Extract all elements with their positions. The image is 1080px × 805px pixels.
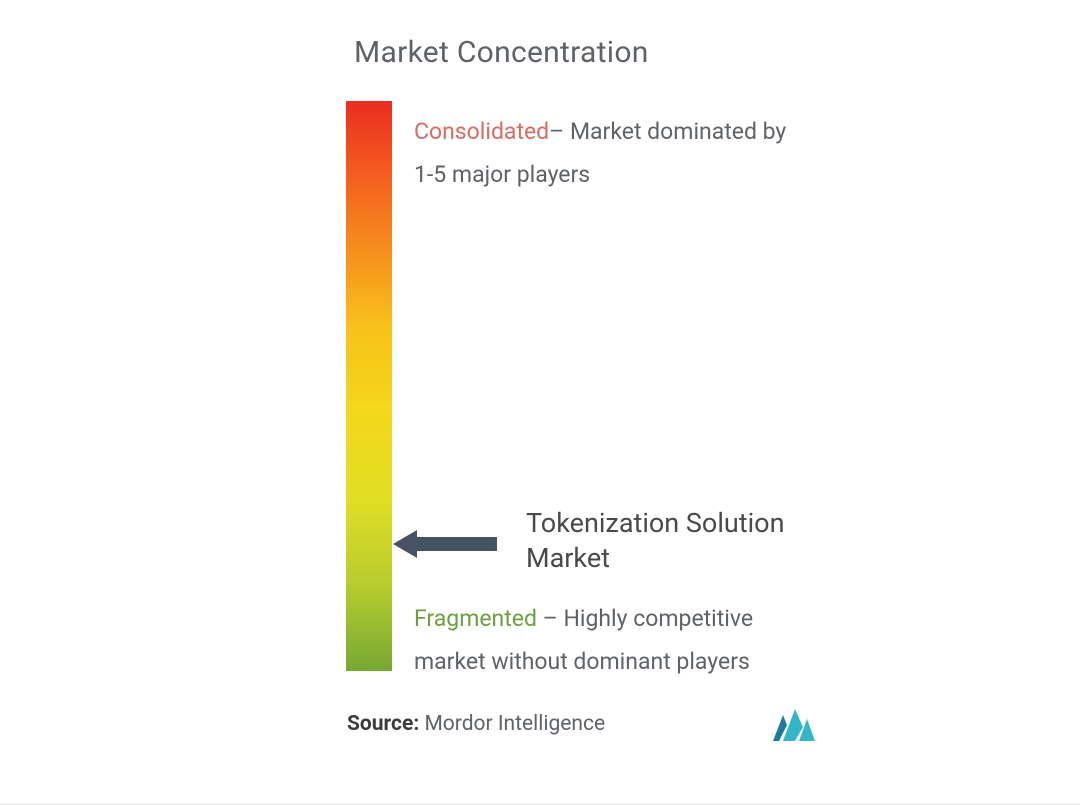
source-line: Source: Mordor Intelligence — [347, 712, 605, 736]
arrow-left-icon — [393, 530, 497, 558]
gradient-bar — [346, 101, 392, 671]
consolidated-keyword: Consolidated — [414, 118, 549, 145]
source-label: Source: — [347, 712, 419, 736]
fragmented-keyword: Fragmented — [414, 605, 537, 632]
market-position-arrow — [393, 530, 497, 558]
fragmented-label: Fragmented – Highly competitive market w… — [414, 598, 814, 683]
market-name-label: Tokenization Solution Market — [526, 506, 826, 576]
mordor-logo — [773, 709, 815, 741]
infographic-container: Market Concentration Consolidated– Marke… — [0, 0, 1080, 805]
concentration-scale-bar — [346, 101, 392, 671]
chart-title: Market Concentration — [354, 35, 649, 70]
source-value: Mordor Intelligence — [424, 712, 605, 736]
mordor-logo-icon — [773, 709, 815, 741]
consolidated-label: Consolidated– Market dominated by 1-5 ma… — [414, 111, 804, 196]
